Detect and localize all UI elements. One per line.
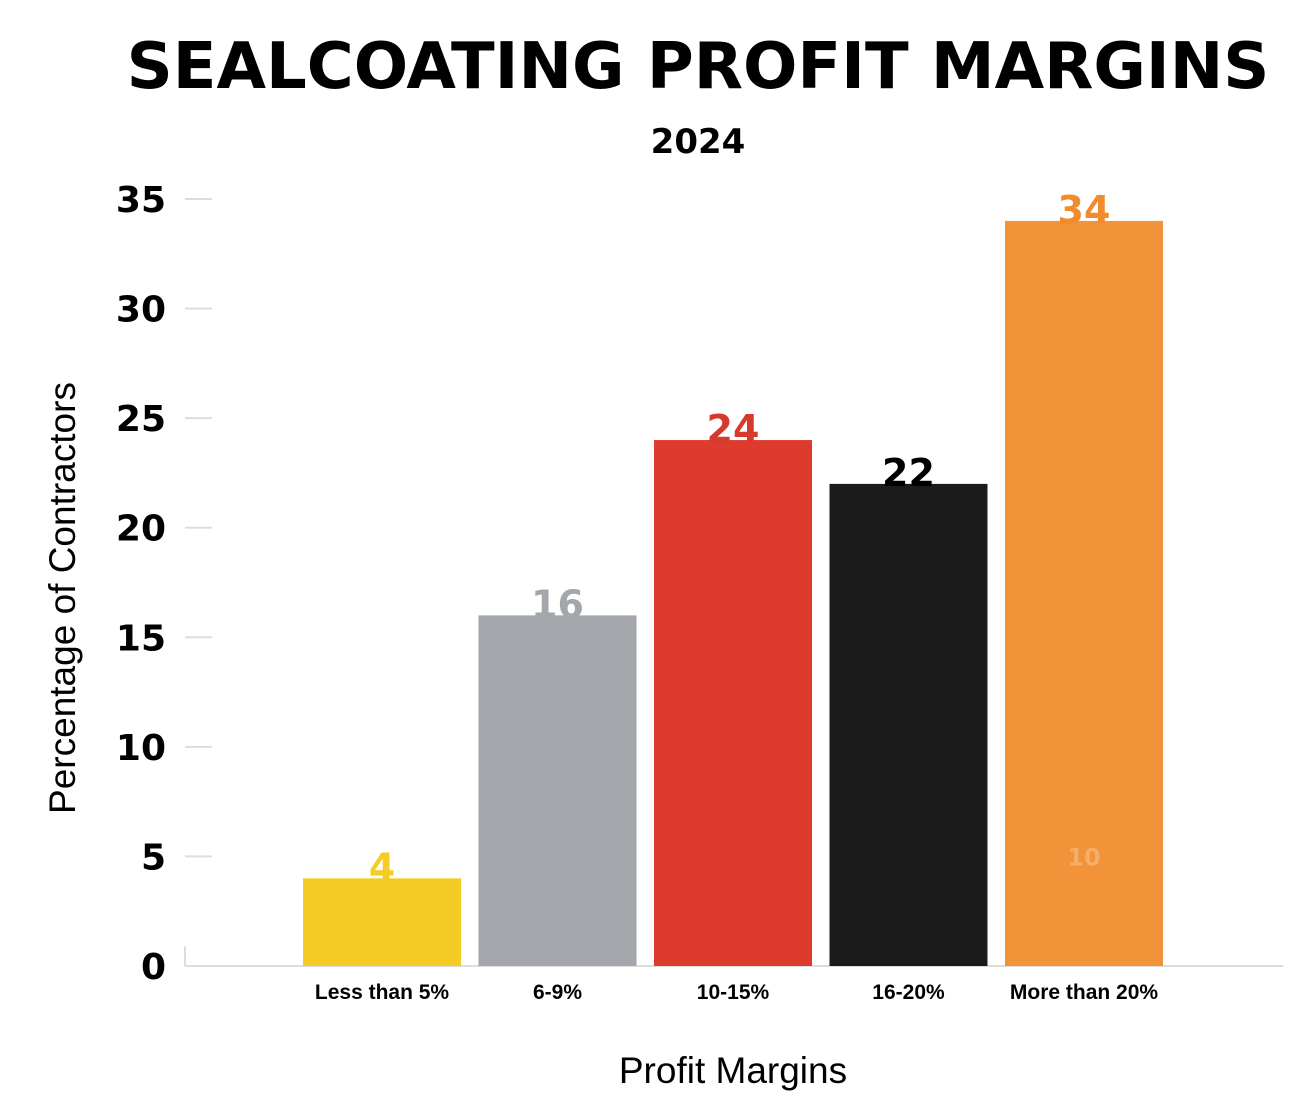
x-tick-label: 10-15% (697, 981, 770, 1004)
x-tick-label: 16-20% (872, 981, 945, 1004)
x-axis: Less than 5% 6-9% 10-15% 16-20% More than 20… (315, 981, 1159, 1004)
data-labels-group: 4 16 24 22 34 10 (369, 188, 1111, 889)
y-tick-label: 0 (141, 947, 166, 988)
data-label: 16 (531, 582, 584, 626)
y-tick-label: 15 (116, 618, 166, 659)
x-tick-label: More than 20% (1010, 981, 1159, 1004)
y-tick-label: 5 (141, 837, 166, 878)
y-tick-label: 30 (116, 290, 166, 331)
annotation-label: 10 (1067, 843, 1100, 871)
y-axis: 0 5 10 15 20 25 30 35 (116, 180, 1283, 988)
y-tick-label: 25 (116, 399, 166, 440)
x-tick-label: 6-9% (533, 981, 582, 1004)
y-axis-label: Percentage of Contractors (42, 382, 83, 814)
x-axis-label: Profit Margins (619, 1050, 847, 1091)
y-tick-label: 10 (116, 728, 166, 769)
data-label: 22 (882, 451, 935, 495)
bar-6-9 (478, 615, 637, 966)
y-tick-label: 20 (116, 509, 166, 550)
bar-16-20 (829, 483, 988, 966)
bars-group (303, 220, 1163, 966)
data-label: 4 (369, 845, 395, 889)
chart-subtitle: 2024 (651, 122, 746, 162)
y-tick-label: 35 (116, 180, 166, 221)
bar-10-15 (654, 440, 812, 966)
data-label: 24 (707, 407, 760, 451)
bar-more-than-20 (1005, 220, 1163, 966)
chart-title: SEALCOATING PROFIT MARGINS (127, 30, 1270, 104)
data-label: 34 (1058, 188, 1111, 232)
bar-less-than-5 (303, 878, 461, 966)
x-tick-label: Less than 5% (315, 981, 450, 1004)
